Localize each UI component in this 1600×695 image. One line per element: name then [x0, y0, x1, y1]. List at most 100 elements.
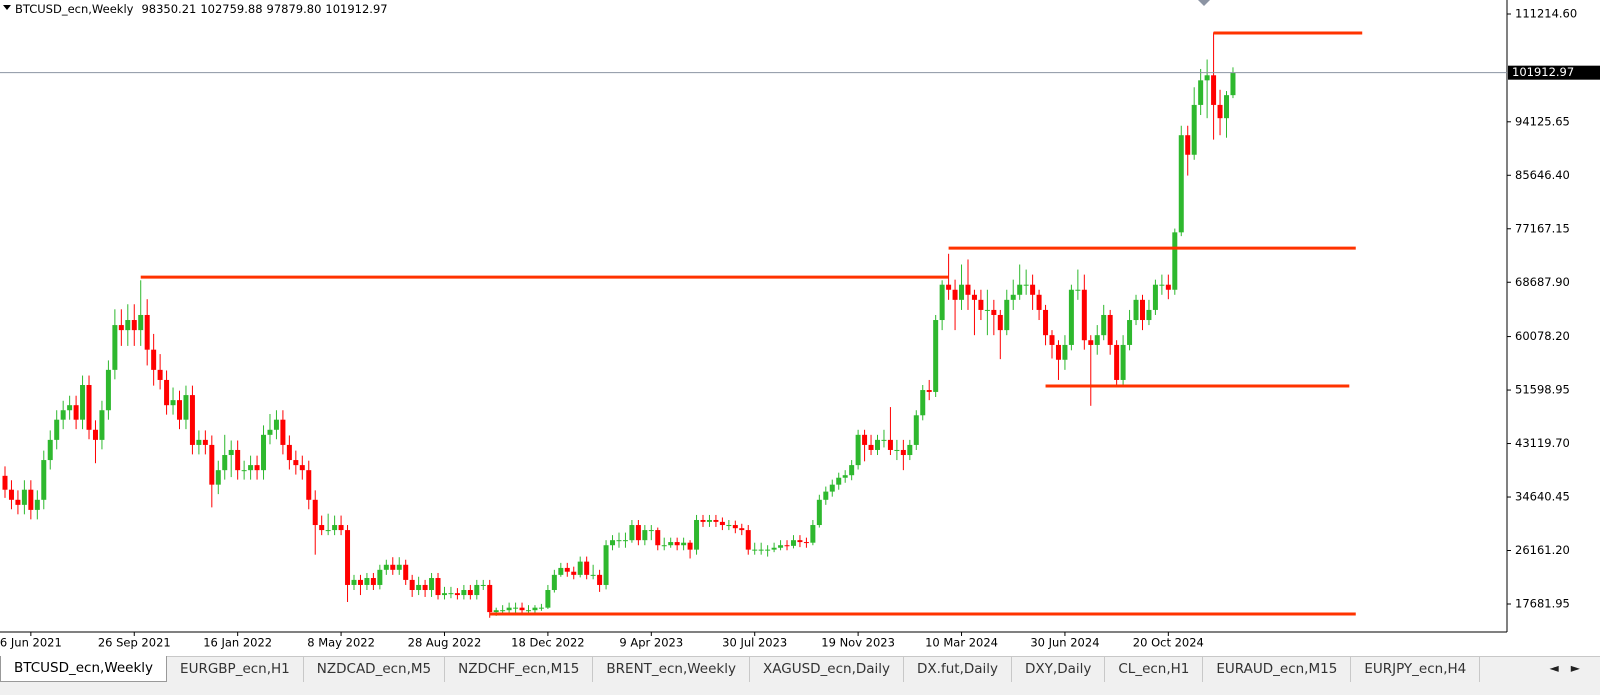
chart-tab[interactable]: EURGBP_ecn,H1	[167, 657, 304, 682]
candle-body	[674, 542, 680, 546]
candle-body	[1139, 299, 1145, 321]
candle-body	[448, 593, 454, 595]
x-tick-label: 28 Aug 2022	[408, 636, 482, 650]
candle-body	[1081, 289, 1087, 341]
y-tick-label: 43119.70	[1515, 436, 1570, 450]
y-tick-label: 26161.20	[1515, 543, 1570, 557]
chart-tab[interactable]: DXY,Daily	[1012, 657, 1106, 682]
candle-body	[823, 491, 829, 500]
candle-body	[571, 571, 577, 575]
candle-body	[771, 547, 777, 550]
candle-body	[299, 465, 305, 471]
candle-body	[907, 444, 913, 456]
candle-body	[1217, 104, 1223, 119]
candle-body	[661, 545, 667, 547]
candle-body	[1043, 309, 1049, 336]
candle-body	[1120, 344, 1126, 380]
candle-body	[422, 584, 428, 591]
candle-body	[189, 395, 195, 445]
candle-body	[228, 449, 234, 456]
candle-body	[1172, 232, 1178, 290]
candle-body	[118, 325, 124, 331]
current-price-label: 101912.97	[1512, 65, 1574, 79]
candle-body	[1185, 135, 1191, 155]
chart-tab[interactable]: EURJPY_ecn,H4	[1351, 657, 1481, 682]
candle-body	[112, 325, 118, 370]
chart-tab[interactable]: NZDCAD_ecn,M5	[304, 657, 446, 682]
candle-body	[1088, 340, 1094, 345]
candle-body	[758, 549, 764, 551]
chart-tab[interactable]: DX.fut,Daily	[904, 657, 1013, 682]
candle-body	[293, 460, 299, 466]
candle-body	[144, 314, 150, 350]
candle-body	[526, 610, 532, 612]
y-tick-label: 68687.90	[1515, 275, 1570, 289]
candle-body	[603, 545, 609, 585]
chart-tab[interactable]: CL_ecn,H1	[1105, 657, 1204, 682]
candle-body	[752, 549, 758, 551]
candle-body	[829, 484, 835, 492]
plot-area	[0, 0, 1507, 632]
candle-body	[286, 444, 292, 461]
candle-body	[991, 309, 997, 315]
candle-body	[545, 590, 551, 608]
candle-body	[1204, 75, 1210, 81]
chart-tab[interactable]: XAGUSD_ecn,Daily	[750, 657, 905, 682]
x-tick-label: 9 Apr 2023	[619, 636, 683, 650]
candle-body	[493, 610, 499, 613]
candle-body	[842, 475, 848, 478]
candle-body	[745, 530, 751, 550]
candle-body	[965, 284, 971, 295]
candle-body	[648, 530, 654, 532]
chart-tab[interactable]: EURAUD_ecn,M15	[1203, 657, 1352, 682]
candle-body	[351, 579, 357, 585]
chart-header: BTCUSD_ecn,Weekly 98350.21 102759.88 97879.…	[15, 2, 388, 16]
header-value: 97879.80	[267, 2, 322, 16]
candle-body	[913, 415, 919, 445]
x-tick-label: 26 Sep 2021	[98, 636, 171, 650]
candle-body	[1146, 309, 1152, 321]
candle-body	[2, 475, 8, 490]
candle-body	[597, 574, 603, 585]
candle-body	[461, 590, 467, 596]
candle-body	[183, 395, 189, 420]
candle-body	[1036, 294, 1042, 310]
chart-tab[interactable]: BTCUSD_ecn,Weekly	[0, 656, 168, 682]
candle-body	[894, 449, 900, 451]
candle-body	[655, 530, 661, 546]
candle-body	[706, 519, 712, 522]
tab-scroll-arrows[interactable]: ◄►	[1549, 661, 1592, 675]
chart-tab[interactable]: BRENT_ecn,Weekly	[593, 657, 750, 682]
y-tick-label: 94125.65	[1515, 114, 1570, 128]
candle-body	[222, 455, 228, 471]
candle-body	[86, 384, 92, 430]
candle-body	[959, 284, 965, 300]
chart-tabs: BTCUSD_ecn,Weekly EURGBP_ecn,H1 NZDCAD_ecn…	[0, 656, 1600, 695]
candle-body	[1101, 314, 1107, 336]
candle-body	[157, 369, 163, 380]
candle-body	[668, 542, 674, 546]
candle-body	[241, 470, 247, 472]
candle-body	[687, 542, 693, 550]
candle-body	[500, 610, 506, 612]
chart-tab[interactable]: NZDCHF_ecn,M15	[445, 657, 594, 682]
candle-body	[1049, 335, 1055, 345]
candle-body	[519, 607, 525, 611]
candle-body	[467, 590, 473, 596]
candle-body	[642, 530, 648, 541]
x-tick-label: 10 Mar 2024	[925, 636, 998, 650]
candle-body	[441, 593, 447, 596]
candle-body	[868, 444, 874, 450]
candle-body	[803, 542, 809, 544]
y-tick-label: 111214.60	[1515, 6, 1577, 20]
symbol-menu-icon[interactable]	[3, 5, 11, 10]
candle-body	[312, 499, 318, 526]
candle-body	[416, 584, 422, 591]
candle-body	[273, 419, 279, 430]
candle-body	[1094, 335, 1100, 345]
candle-body	[92, 429, 98, 440]
x-tick-label: 18 Dec 2022	[511, 636, 584, 650]
candle-body	[978, 299, 984, 310]
candle-body	[855, 434, 861, 466]
candle-body	[396, 564, 402, 570]
